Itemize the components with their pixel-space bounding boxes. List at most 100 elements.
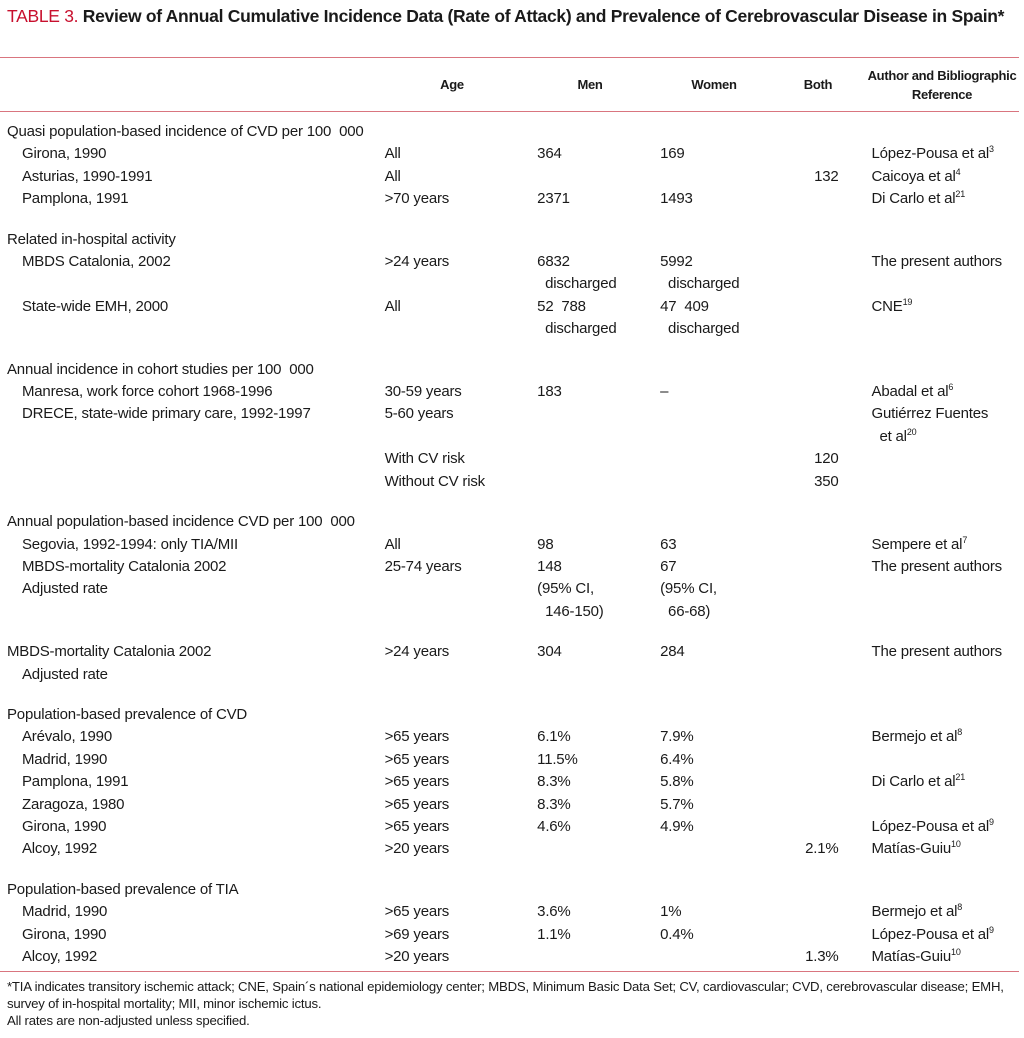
reference-cell: The present authors bbox=[872, 251, 1024, 296]
spacer-cell bbox=[0, 341, 1024, 359]
women-cell bbox=[660, 121, 780, 143]
section-spacer bbox=[0, 211, 1024, 229]
men-cell bbox=[537, 511, 660, 533]
section-header-row: Population-based prevalence of CVD bbox=[0, 704, 1024, 726]
age-cell: 25-74 years bbox=[384, 557, 462, 575]
header-both: Both bbox=[803, 77, 833, 92]
row-label: MBDS-mortality Catalonia 2002 bbox=[22, 557, 227, 575]
women-cell: 5992 discharged bbox=[660, 253, 740, 293]
both-cell bbox=[780, 749, 872, 771]
both-cell bbox=[780, 641, 872, 663]
age-cell: >65 years bbox=[384, 750, 450, 768]
age-cell bbox=[385, 664, 538, 686]
age-cell: All bbox=[384, 145, 401, 163]
both-cell bbox=[780, 578, 872, 623]
row-label: State-wide EMH, 2000 bbox=[22, 297, 169, 315]
women-cell: – bbox=[660, 383, 669, 401]
both-cell bbox=[780, 403, 872, 448]
row-label: Alcoy, 1992 bbox=[22, 840, 98, 858]
women-cell bbox=[660, 166, 780, 188]
men-cell: 364 bbox=[537, 145, 562, 163]
women-cell bbox=[660, 229, 780, 251]
row-label: Asturias, 1990-1991 bbox=[22, 167, 153, 185]
reference-text: López-Pousa et al bbox=[871, 817, 990, 835]
age-cell: >20 years bbox=[384, 948, 450, 965]
table-title: TABLE 3. Review of Annual Cumulative Inc… bbox=[7, 3, 1012, 29]
reference-cell bbox=[872, 704, 1024, 726]
citation-number: 9 bbox=[989, 816, 994, 827]
men-cell bbox=[537, 448, 660, 470]
reference-cell: López-Pousa et al3 bbox=[872, 143, 1024, 165]
women-cell: 63 bbox=[660, 535, 677, 553]
section-spacer bbox=[0, 861, 1024, 879]
table-row: Alcoy, 1992 >20 years 1.3% Matías-Guiu10 bbox=[0, 946, 1024, 968]
men-cell bbox=[537, 166, 660, 188]
reference-cell: López-Pousa et al9 bbox=[872, 924, 1024, 946]
citation-number: 20 bbox=[906, 426, 917, 437]
women-cell: 47 409 discharged bbox=[660, 297, 740, 338]
women-cell: 0.4% bbox=[660, 925, 694, 943]
table-row: Pamplona, 1991 >70 years 2371 1493 Di Carlo … bbox=[0, 188, 1024, 210]
women-cell: 5.8% bbox=[660, 773, 694, 791]
women-cell bbox=[660, 448, 780, 470]
both-cell bbox=[780, 534, 872, 556]
footnote-note: All rates are non-adjusted unless specif… bbox=[7, 1013, 250, 1028]
women-cell: 5.7% bbox=[660, 795, 694, 813]
row-label: Girona, 1990 bbox=[22, 925, 107, 943]
men-cell bbox=[537, 879, 660, 901]
age-cell bbox=[385, 229, 538, 251]
women-cell bbox=[660, 471, 780, 493]
age-cell bbox=[385, 879, 538, 901]
both-cell: 350 bbox=[814, 472, 839, 490]
men-cell bbox=[537, 471, 660, 493]
row-label: Madrid, 1990 bbox=[22, 903, 108, 921]
both-cell bbox=[780, 794, 872, 816]
men-cell: 52 788 discharged bbox=[537, 297, 617, 338]
section-header-row: Annual population-based incidence CVD pe… bbox=[0, 511, 1024, 533]
bottom-rule bbox=[0, 971, 1019, 972]
citation-number: 8 bbox=[957, 727, 963, 738]
row-label: Adjusted rate bbox=[22, 580, 108, 598]
age-cell: >65 years bbox=[384, 817, 450, 835]
both-cell bbox=[780, 816, 872, 838]
citation-number: 10 bbox=[951, 947, 961, 957]
table-row: Pamplona, 1991 >65 years 8.3% 5.8% Di Carlo … bbox=[0, 771, 1024, 793]
row-label: Population-based prevalence of CVD bbox=[7, 705, 248, 723]
row-label: Alcoy, 1992 bbox=[22, 948, 98, 965]
men-cell: 4.6% bbox=[537, 817, 571, 835]
spacer-cell bbox=[0, 686, 1024, 704]
row-label: Madrid, 1990 bbox=[22, 750, 108, 768]
women-cell: 169 bbox=[660, 145, 685, 163]
row-label: Population-based prevalence of TIA bbox=[7, 880, 239, 898]
row-label: Adjusted rate bbox=[22, 665, 108, 683]
men-cell: 98 bbox=[537, 535, 554, 553]
reference-cell bbox=[872, 749, 1024, 771]
age-cell: 30-59 years bbox=[384, 383, 462, 401]
men-cell: 183 bbox=[537, 383, 562, 401]
table-row: Manresa, work force cohort 1968-1996 30-5… bbox=[0, 381, 1024, 403]
reference-cell bbox=[872, 448, 1024, 470]
men-cell: 1.1% bbox=[537, 925, 571, 943]
spacer-cell bbox=[0, 493, 1024, 511]
men-cell bbox=[537, 664, 660, 686]
reference-cell: The present authors bbox=[872, 641, 1024, 663]
reference-text: Caicoya et al bbox=[871, 167, 956, 185]
section-header-row: Related in-hospital activity bbox=[0, 229, 1024, 251]
citation-number: 19 bbox=[902, 296, 913, 307]
row-label: Annual incidence in cohort studies per 1… bbox=[7, 360, 314, 378]
row-label: Pamplona, 1991 bbox=[22, 773, 129, 791]
age-cell: All bbox=[384, 535, 401, 553]
men-cell bbox=[537, 359, 660, 381]
reference-cell: Matías-Guiu10 bbox=[872, 838, 1024, 860]
age-cell: >65 years bbox=[384, 795, 450, 813]
men-cell bbox=[537, 403, 660, 448]
row-label: DRECE, state-wide primary care, 1992-199… bbox=[22, 405, 311, 423]
row-label: Segovia, 1992-1994: only TIA/MII bbox=[22, 535, 238, 553]
table-row: Segovia, 1992-1994: only TIA/MII All 98 63 S… bbox=[0, 534, 1024, 556]
table-row: Zaragoza, 1980 >65 years 8.3% 5.7% bbox=[0, 794, 1024, 816]
men-cell: 148 bbox=[537, 557, 562, 575]
both-cell bbox=[780, 359, 872, 381]
citation-number: 21 bbox=[955, 189, 966, 200]
men-cell: 8.3% bbox=[537, 773, 571, 791]
age-cell: Without CV risk bbox=[384, 472, 486, 490]
